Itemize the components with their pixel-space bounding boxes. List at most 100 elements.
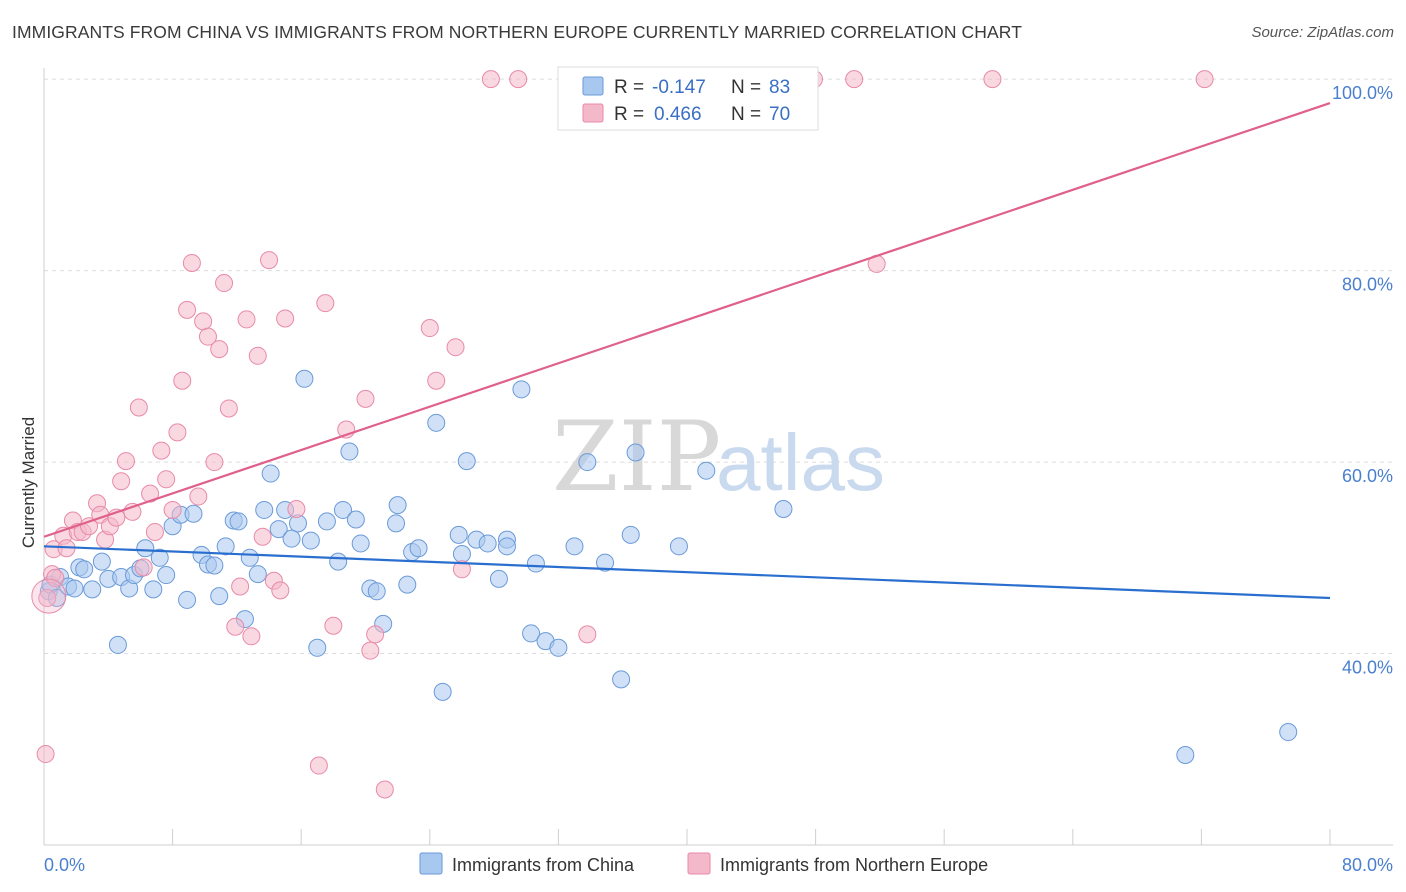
point-s1-21 (145, 522, 164, 541)
x-tick-label-0: 0.0% (44, 855, 85, 875)
point-s0-26 (205, 556, 224, 575)
point-s1-23 (157, 470, 176, 489)
point-s0-76 (621, 525, 640, 544)
point-s0-9 (92, 552, 111, 571)
legend-swatch-northern-europe (582, 103, 604, 123)
y-axis-label: Currently Married (19, 417, 38, 548)
legend-n-label-china: N = (731, 77, 761, 98)
point-s0-27 (210, 587, 229, 606)
point-s0-16 (136, 539, 155, 558)
point-s1-58 (452, 560, 471, 579)
bottom-legend-swatch-china (419, 852, 443, 875)
point-s0-11 (108, 635, 127, 654)
point-s1-56 (427, 371, 446, 390)
point-s0-54 (398, 575, 417, 594)
point-s0-82 (1279, 723, 1298, 742)
point-s1-40 (248, 346, 267, 365)
point-s0-79 (697, 461, 716, 480)
point-s1-0 (38, 589, 57, 608)
point-s1-67 (983, 70, 1002, 89)
point-s0-41 (301, 531, 320, 550)
point-s1-55 (420, 319, 439, 338)
point-s1-37 (231, 577, 250, 596)
point-s0-72 (565, 537, 584, 556)
trend-line-s0 (43, 545, 1331, 600)
point-s0-67 (512, 380, 531, 399)
axes (43, 68, 1393, 846)
point-s0-57 (427, 413, 446, 432)
point-s1-57 (446, 338, 465, 357)
point-s0-56 (409, 539, 428, 558)
point-s0-81 (1176, 746, 1195, 765)
y-tick-label-0: 40.0% (1342, 658, 1393, 678)
point-s0-66 (497, 537, 516, 556)
bottom-legend: Immigrants from China Immigrants from No… (419, 852, 988, 875)
point-s1-28 (182, 253, 201, 272)
point-s1-24 (163, 500, 182, 519)
legend-n-value-northern-europe: 70 (769, 104, 790, 125)
point-s1-39 (242, 627, 261, 646)
point-s0-73 (578, 453, 597, 472)
point-cluster-origin (31, 578, 67, 614)
point-s1-30 (194, 312, 213, 331)
point-s0-8 (83, 580, 102, 599)
point-s0-19 (157, 566, 176, 585)
point-s0-22 (178, 590, 197, 609)
point-s1-68 (1195, 70, 1214, 89)
point-s0-63 (478, 534, 497, 553)
point-s0-17 (144, 580, 163, 599)
point-s1-52 (361, 641, 380, 660)
y-tick-label-2: 80.0% (1342, 275, 1393, 295)
point-s1-25 (168, 423, 187, 442)
point-s0-45 (333, 500, 352, 519)
point-s0-61 (457, 452, 476, 471)
point-s1-60 (509, 70, 528, 89)
point-s1-26 (173, 371, 192, 390)
point-s0-80 (774, 499, 793, 518)
point-s0-58 (433, 682, 452, 701)
point-s1-53 (366, 625, 385, 644)
tick-labels: 40.0% 60.0% 80.0% 100.0% 0.0% 80.0% (44, 83, 1393, 875)
point-s0-30 (229, 512, 248, 531)
point-s0-78 (669, 537, 688, 556)
y-tick-label-3: 100.0% (1332, 83, 1393, 103)
point-s0-50 (367, 582, 386, 601)
point-s1-47 (309, 756, 328, 775)
point-s0-36 (269, 520, 288, 539)
point-s0-28 (216, 537, 235, 556)
point-s0-59 (449, 525, 468, 544)
point-s0-38 (282, 529, 301, 548)
legend-r-value-northern-europe: 0.466 (654, 104, 702, 125)
point-s1-38 (237, 310, 256, 329)
point-s1-33 (210, 340, 229, 359)
point-s1-59 (481, 70, 500, 89)
legend-r-value-china: -0.147 (652, 77, 706, 98)
chart-title: IMMIGRANTS FROM CHINA VS IMMIGRANTS FROM… (12, 22, 1023, 42)
point-s0-53 (388, 496, 407, 515)
bottom-legend-swatch-northern-europe (687, 852, 711, 875)
point-s0-77 (626, 443, 645, 462)
point-s0-74 (596, 553, 615, 572)
legend-r-label-china: R = (614, 77, 644, 98)
point-s1-3 (46, 568, 65, 587)
chart-source: Source: ZipAtlas.com (1251, 24, 1394, 41)
legend-swatch-china (582, 76, 604, 96)
point-s1-20 (141, 484, 160, 503)
point-s0-34 (255, 500, 274, 519)
point-s1-27 (178, 300, 197, 319)
legend-r-label-northern-europe: R = (614, 104, 644, 125)
point-s0-60 (452, 544, 471, 563)
point-s1-15 (112, 472, 131, 491)
point-s1-41 (253, 527, 272, 546)
point-s1-69 (36, 745, 55, 764)
point-s0-23 (184, 504, 203, 523)
y-tick-label-1: 60.0% (1342, 466, 1393, 486)
point-s0-71 (549, 638, 568, 657)
point-s0-64 (489, 569, 508, 588)
point-s1-49 (324, 616, 343, 635)
point-s0-42 (308, 638, 327, 657)
point-s0-75 (612, 670, 631, 689)
point-s0-33 (248, 565, 267, 584)
point-s0-43 (317, 512, 336, 531)
